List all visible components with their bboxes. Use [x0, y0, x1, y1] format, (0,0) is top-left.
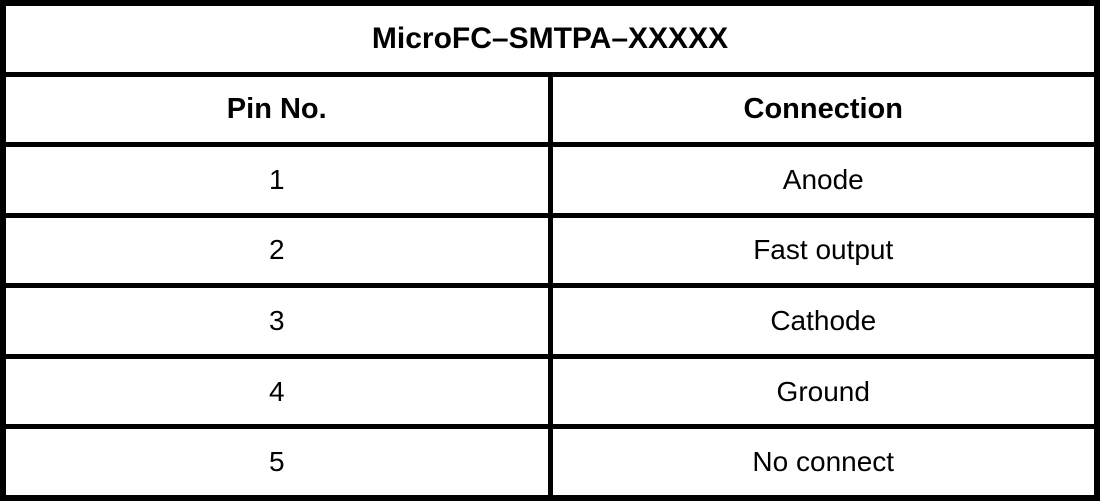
table-row-3-connection: Cathode — [552, 288, 1094, 354]
table-row-2-connection: Fast output — [552, 217, 1094, 284]
table-row-1-connection: Anode — [552, 147, 1094, 213]
table-row-5-connection: No connect — [552, 429, 1094, 495]
table-row-4-pin: 4 — [6, 358, 548, 425]
table-row-3-pin: 3 — [6, 288, 548, 354]
table-row-4-connection: Ground — [552, 358, 1094, 425]
table-title: MicroFC–SMTPA–XXXXX — [6, 6, 1094, 72]
column-header-connection: Connection — [552, 76, 1094, 143]
table-row-5-pin: 5 — [6, 429, 548, 495]
table-row-1-pin: 1 — [6, 147, 548, 213]
table-row-2-pin: 2 — [6, 217, 548, 284]
column-header-pin: Pin No. — [6, 76, 548, 143]
